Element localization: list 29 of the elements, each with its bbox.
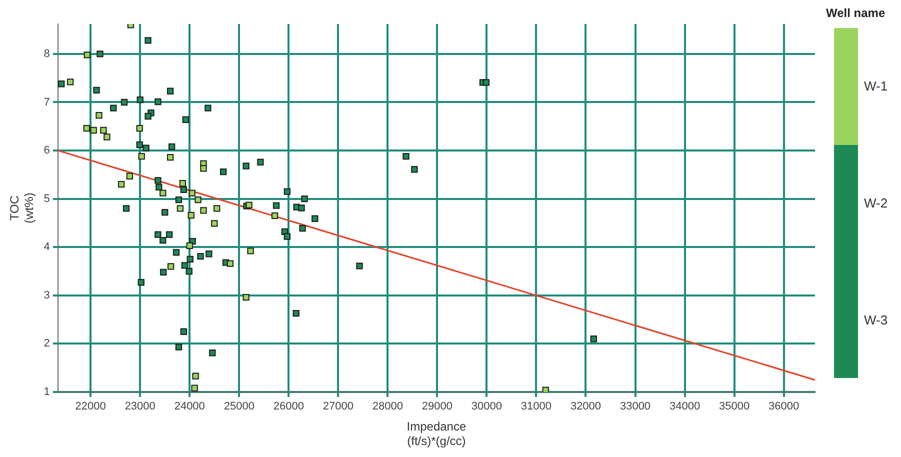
x-tick-label: 24000 — [174, 400, 205, 413]
y-tick-label: 5 — [44, 192, 50, 205]
x-tick-label: 34000 — [669, 400, 700, 413]
x-tick-label: 31000 — [520, 400, 552, 413]
x-tick-label: 35000 — [718, 400, 750, 413]
y-tick-label: 7 — [44, 96, 50, 108]
x-tick-label: 22000 — [75, 400, 106, 413]
x-tick-label: 30000 — [471, 400, 502, 413]
legend-label: W-2 — [864, 195, 888, 210]
y-tick-label: 4 — [44, 241, 50, 254]
x-tick-label: 27000 — [322, 400, 354, 413]
legend-title: Well name — [826, 6, 886, 20]
y-tick-label: 1 — [44, 386, 50, 398]
legend-label: W-1 — [864, 78, 888, 94]
x-tick-label: 36000 — [768, 400, 800, 413]
y-tick-label: 3 — [44, 289, 50, 302]
x-tick-label: 25000 — [224, 400, 254, 413]
x-axis-title: Impedance (ft/s)*(g/cc) — [406, 420, 466, 448]
legend-label: W-3 — [864, 312, 888, 328]
y-tick-label: 6 — [44, 144, 50, 157]
x-tick-label: 23000 — [124, 400, 156, 413]
x-tick-label: 26000 — [273, 400, 304, 413]
y-tick-label: 2 — [44, 338, 50, 350]
x-tick-label: 33000 — [620, 400, 651, 413]
y-tick-label: 8 — [44, 48, 50, 60]
x-tick-label: 28000 — [372, 400, 403, 413]
x-tick-label: 29000 — [422, 400, 452, 413]
x-tick-label: 32000 — [570, 400, 602, 413]
y-axis-title: TOC (wt%) — [8, 192, 36, 224]
